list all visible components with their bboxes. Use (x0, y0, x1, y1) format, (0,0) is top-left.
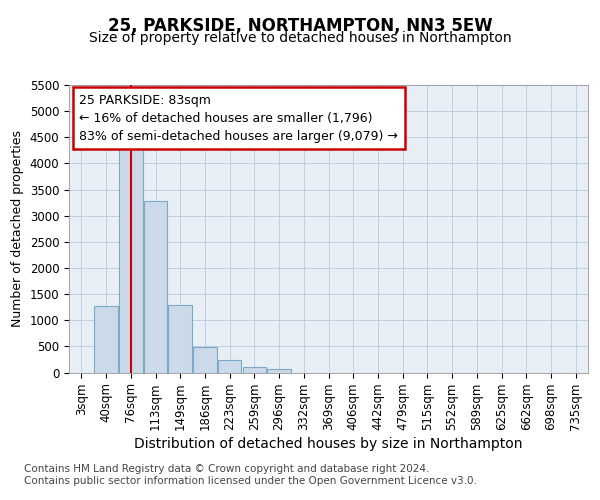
Bar (144, 200, 167, 372)
Text: 25 PARKSIDE: 83sqm
← 16% of detached houses are smaller (1,796)
83% of semi-deta: 25 PARKSIDE: 83sqm ← 16% of detached hou… (79, 94, 398, 142)
Text: Contains HM Land Registry data © Crown copyright and database right 2024.: Contains HM Land Registry data © Crown c… (24, 464, 430, 474)
Bar (119, 146, 143, 372)
Y-axis label: Number of detached properties: Number of detached properties (11, 130, 24, 327)
Text: Size of property relative to detached houses in Northampton: Size of property relative to detached ho… (89, 31, 511, 45)
Bar (169, 305, 192, 372)
Bar (94, 306, 118, 372)
Text: Contains public sector information licensed under the Open Government Licence v3: Contains public sector information licen… (24, 476, 477, 486)
X-axis label: Distribution of detached houses by size in Northampton: Distribution of detached houses by size … (134, 437, 523, 451)
Bar (242, 368, 266, 372)
Bar (268, 370, 291, 372)
Bar (218, 360, 241, 372)
Text: 25, PARKSIDE, NORTHAMPTON, NN3 5EW: 25, PARKSIDE, NORTHAMPTON, NN3 5EW (107, 18, 493, 36)
Bar (193, 348, 217, 372)
